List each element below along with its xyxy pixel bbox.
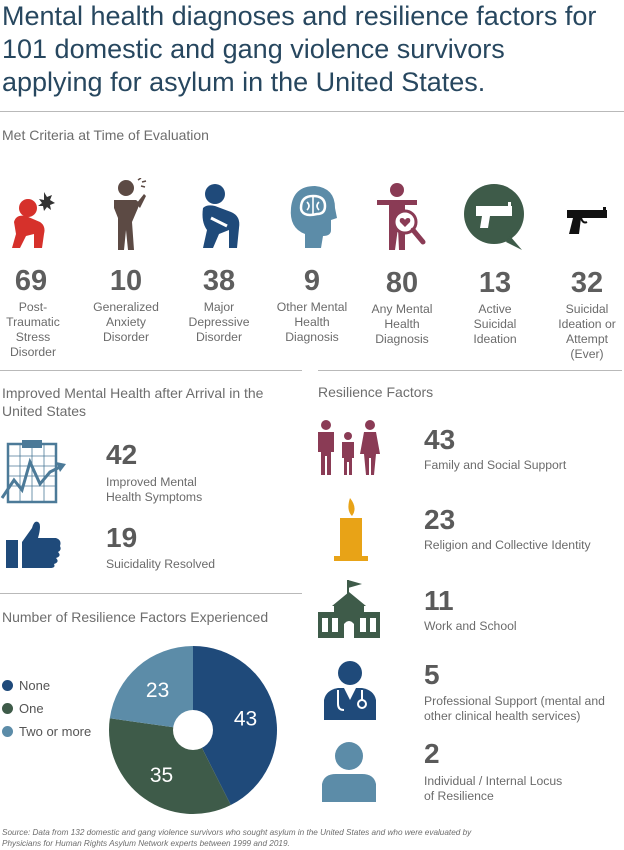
- improved-divider: [0, 370, 302, 371]
- resilience-label-individual: Individual / Internal Locus of Resilienc…: [424, 774, 563, 803]
- resilience-value-family: 43: [424, 424, 456, 455]
- donut-slice-two-or-more: [109, 646, 193, 730]
- legend-swatch: [2, 703, 13, 714]
- resilience-label-religion: Religion and Collective Identity: [424, 538, 591, 552]
- stat-active-suicidal: 13 Active Suicidal Ideation: [460, 180, 530, 347]
- resilience-label-professional: Professional Support (mental and other c…: [424, 694, 605, 723]
- stat-suicidal-ever: 32 Suicidal Ideation or Attempt (Ever): [552, 180, 622, 362]
- stat-ptsd: 69 Post-Traumatic Stress Disorder: [0, 178, 62, 360]
- donut-hole: [173, 710, 213, 750]
- legend-swatch: [2, 726, 13, 737]
- person-icon: [322, 742, 376, 807]
- improved-heading: Improved Mental Health after Arrival in …: [2, 385, 264, 419]
- person-magnifier-icon: [365, 180, 439, 252]
- doctor-icon: [322, 660, 378, 725]
- resilience-value-individual: 2: [424, 738, 440, 769]
- candle-icon: [334, 496, 370, 567]
- improved-symptoms-label: Improved Mental Health Symptoms: [106, 475, 203, 504]
- legend-item: None: [2, 674, 91, 697]
- stat-value: 69: [14, 265, 48, 297]
- school-building-icon: [318, 580, 380, 645]
- head-brain-icon: [268, 178, 356, 250]
- legend-label: One: [19, 701, 44, 716]
- donut-value-label: 35: [150, 764, 173, 787]
- resilience-label-work: Work and School: [424, 619, 517, 633]
- donut-value-label: 43: [234, 708, 257, 731]
- ptsd-figure-icon: [0, 178, 62, 250]
- family-icon: [316, 420, 382, 481]
- resilience-label-family: Family and Social Support: [424, 458, 567, 472]
- donut-slice-one: [109, 718, 231, 814]
- depression-figure-icon: [186, 178, 252, 250]
- legend-swatch: [2, 680, 13, 691]
- legend-item: One: [2, 697, 91, 720]
- met-criteria-heading: Met Criteria at Time of Evaluation: [2, 127, 209, 143]
- clipboard-chart-icon: [0, 440, 68, 509]
- donut-slice-none: [193, 646, 277, 806]
- source-note: Source: Data from 132 domestic and gang …: [2, 828, 472, 848]
- resilience-value-professional: 5: [424, 659, 440, 690]
- improved-symptoms-value: 42: [106, 439, 138, 470]
- anxiety-figure-icon: [88, 178, 164, 250]
- resilience-value-religion: 23: [424, 504, 456, 535]
- stat-label: Any Mental Health Diagnosis: [371, 302, 433, 346]
- resilience-donut-chart: 43 35 23: [109, 646, 277, 814]
- chart-legend: None One Two or more: [2, 674, 91, 743]
- stat-label: Suicidal Ideation or Attempt (Ever): [558, 302, 616, 361]
- legend-label: None: [19, 678, 51, 693]
- stat-value: 80: [385, 267, 419, 299]
- page-title: Mental health diagnoses and resilience f…: [2, 1, 597, 97]
- resilience-divider: [318, 370, 622, 371]
- resilience-heading: Resilience Factors: [318, 384, 434, 400]
- thumbs-up-icon: [6, 520, 62, 575]
- stat-label: Other Mental Health Diagnosis: [276, 300, 348, 344]
- stat-value: 38: [202, 265, 236, 297]
- stat-value: 9: [303, 265, 321, 297]
- stat-value: 13: [478, 267, 512, 299]
- stat-anxiety: 10 Generalized Anxiety Disorder: [88, 178, 164, 345]
- resilience-value-work: 11: [424, 585, 454, 616]
- stat-depression: 38 Major Depressive Disorder: [186, 178, 252, 345]
- title-divider: [0, 111, 624, 112]
- stat-other-mental: 9 Other Mental Health Diagnosis: [268, 178, 356, 345]
- number-resilience-divider: [0, 593, 302, 594]
- number-resilience-heading: Number of Resilience Factors Experienced: [2, 609, 269, 625]
- stat-label: Generalized Anxiety Disorder: [93, 300, 159, 344]
- stat-any-mental: 80 Any Mental Health Diagnosis: [365, 180, 439, 347]
- legend-item: Two or more: [2, 720, 91, 743]
- gun-speech-bubble-icon: [460, 180, 530, 252]
- stat-label: Active Suicidal Ideation: [473, 302, 517, 346]
- stat-label: Post-Traumatic Stress Disorder: [6, 300, 60, 359]
- stat-value: 32: [570, 267, 604, 299]
- donut-value-label: 23: [146, 679, 169, 702]
- stat-label: Major Depressive Disorder: [188, 300, 250, 344]
- suicidality-resolved-value: 19: [106, 522, 138, 553]
- legend-label: Two or more: [19, 724, 92, 739]
- suicidality-resolved-label: Suicidality Resolved: [106, 557, 216, 571]
- gun-icon: [552, 180, 622, 252]
- stat-value: 10: [109, 265, 143, 297]
